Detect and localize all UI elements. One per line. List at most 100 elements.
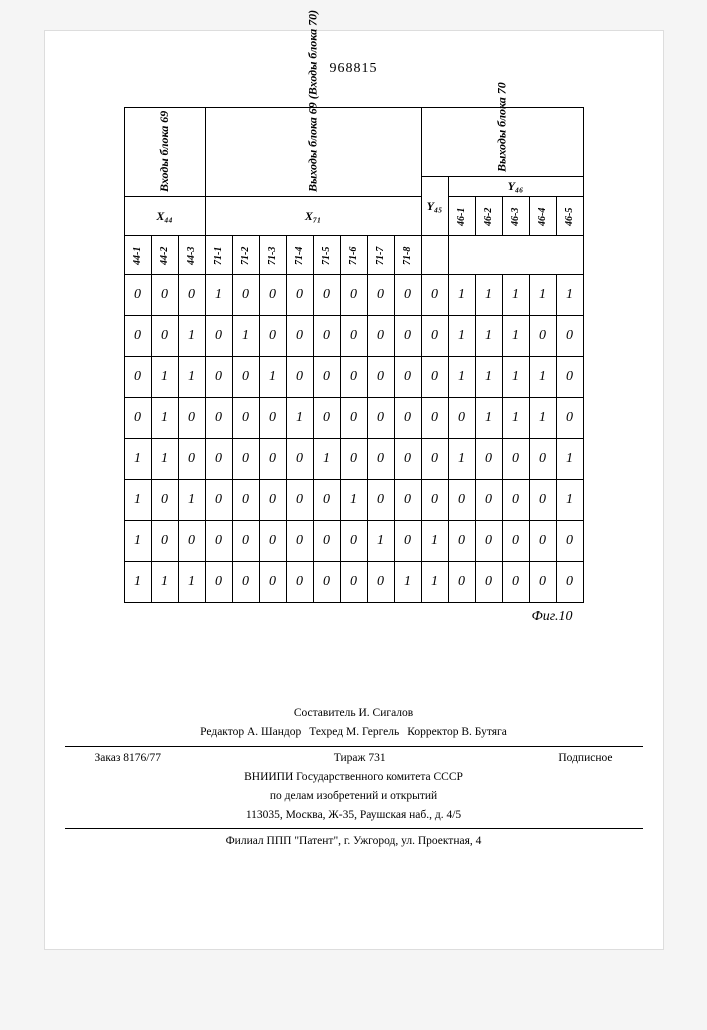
corrector: Корректор В. Бутяга <box>407 724 507 741</box>
table-cell: 0 <box>124 357 151 398</box>
table-cell: 0 <box>529 521 556 562</box>
table-cell: 0 <box>232 439 259 480</box>
col-46-1: 46-1 <box>448 197 475 236</box>
table-cell: 0 <box>313 480 340 521</box>
document-number: 968815 <box>65 61 643 77</box>
group-header-inputs-69: Входы блока 69 <box>124 108 205 197</box>
col-46-3: 46-3 <box>502 197 529 236</box>
table-cell: 0 <box>421 480 448 521</box>
table-cell: 0 <box>259 562 286 603</box>
table-cell: 0 <box>313 316 340 357</box>
col-46-5: 46-5 <box>556 197 583 236</box>
table-cell: 0 <box>313 357 340 398</box>
table-cell: 0 <box>529 439 556 480</box>
table-cell: 0 <box>421 275 448 316</box>
org-line-1: ВНИИПИ Государственного комитета СССР <box>65 769 643 786</box>
table-cell: 1 <box>259 357 286 398</box>
table-cell: 0 <box>502 521 529 562</box>
table-cell: 1 <box>394 562 421 603</box>
table-cell: 0 <box>286 439 313 480</box>
table-cell: 0 <box>286 562 313 603</box>
table-cell: 1 <box>178 480 205 521</box>
table-cell: 0 <box>394 398 421 439</box>
table-cell: 1 <box>124 439 151 480</box>
table-cell: 1 <box>367 521 394 562</box>
table-cell: 0 <box>475 562 502 603</box>
table-cell: 0 <box>178 439 205 480</box>
table-cell: 0 <box>232 275 259 316</box>
table-cell: 0 <box>340 521 367 562</box>
tech: Техред М. Гергель <box>309 724 399 741</box>
col-44-1: 44-1 <box>124 236 151 275</box>
table-cell: 1 <box>556 275 583 316</box>
table-cell: 1 <box>151 562 178 603</box>
table-cell: 0 <box>232 562 259 603</box>
divider-1 <box>65 746 643 747</box>
table-cell: 0 <box>151 275 178 316</box>
table-cell: 0 <box>205 480 232 521</box>
table-cell: 1 <box>475 275 502 316</box>
table-cell: 0 <box>313 521 340 562</box>
table-cell: 0 <box>448 480 475 521</box>
org-line-2: по делам изобретений и открытий <box>65 788 643 805</box>
table-cell: 0 <box>502 562 529 603</box>
table-cell: 0 <box>421 398 448 439</box>
table-cell: 0 <box>151 480 178 521</box>
table-cell: 0 <box>367 357 394 398</box>
table-cell: 1 <box>448 439 475 480</box>
table-cell: 0 <box>205 357 232 398</box>
table-cell: 1 <box>448 316 475 357</box>
table-cell: 0 <box>529 562 556 603</box>
table-cell: 0 <box>556 562 583 603</box>
table-cell: 1 <box>448 275 475 316</box>
table-cell: 1 <box>475 316 502 357</box>
tirage: Тираж 731 <box>334 750 386 767</box>
table-cell: 1 <box>448 357 475 398</box>
col-44-3: 44-3 <box>178 236 205 275</box>
table-cell: 0 <box>394 275 421 316</box>
table-cell: 0 <box>205 316 232 357</box>
table-cell: 0 <box>394 521 421 562</box>
table-cell: 0 <box>394 316 421 357</box>
table-cell: 0 <box>448 521 475 562</box>
editor: Редактор А. Шандор <box>200 724 301 741</box>
table-cell: 0 <box>232 357 259 398</box>
table-cell: 0 <box>232 398 259 439</box>
subheader-y45: Y₄₅ <box>421 177 448 236</box>
col-y45-blank <box>421 236 448 275</box>
col-71-6: 71-6 <box>340 236 367 275</box>
subheader-y46: Y₄₆ <box>448 177 583 197</box>
table-cell: 1 <box>502 316 529 357</box>
col-71-2: 71-2 <box>232 236 259 275</box>
table-cell: 0 <box>475 439 502 480</box>
table-cell: 1 <box>421 562 448 603</box>
address: 113035, Москва, Ж-35, Раушская наб., д. … <box>65 807 643 824</box>
table-cell: 0 <box>556 521 583 562</box>
col-y46-blank <box>448 236 583 275</box>
table-cell: 0 <box>259 439 286 480</box>
table-cell: 0 <box>367 316 394 357</box>
table-cell: 0 <box>286 521 313 562</box>
table-cell: 0 <box>151 316 178 357</box>
table-cell: 0 <box>421 439 448 480</box>
col-71-1: 71-1 <box>205 236 232 275</box>
table-cell: 0 <box>124 398 151 439</box>
col-71-7: 71-7 <box>367 236 394 275</box>
group-header-outputs-69: Выходы блока 69 (Входы блока 70) <box>205 108 421 197</box>
table-row: 00010000000011111 <box>124 275 583 316</box>
order-number: Заказ 8176/77 <box>95 750 162 767</box>
table-cell: 1 <box>151 439 178 480</box>
table-cell: 1 <box>205 275 232 316</box>
table-row: 11000001000010001 <box>124 439 583 480</box>
table-cell: 0 <box>475 521 502 562</box>
col-71-5: 71-5 <box>313 236 340 275</box>
col-44-2: 44-2 <box>151 236 178 275</box>
table-cell: 1 <box>475 398 502 439</box>
table-cell: 0 <box>367 398 394 439</box>
table-cell: 0 <box>394 357 421 398</box>
table-cell: 0 <box>529 480 556 521</box>
table-cell: 0 <box>259 275 286 316</box>
table-row: 00101000000011100 <box>124 316 583 357</box>
table-cell: 0 <box>286 480 313 521</box>
col-46-4: 46-4 <box>529 197 556 236</box>
